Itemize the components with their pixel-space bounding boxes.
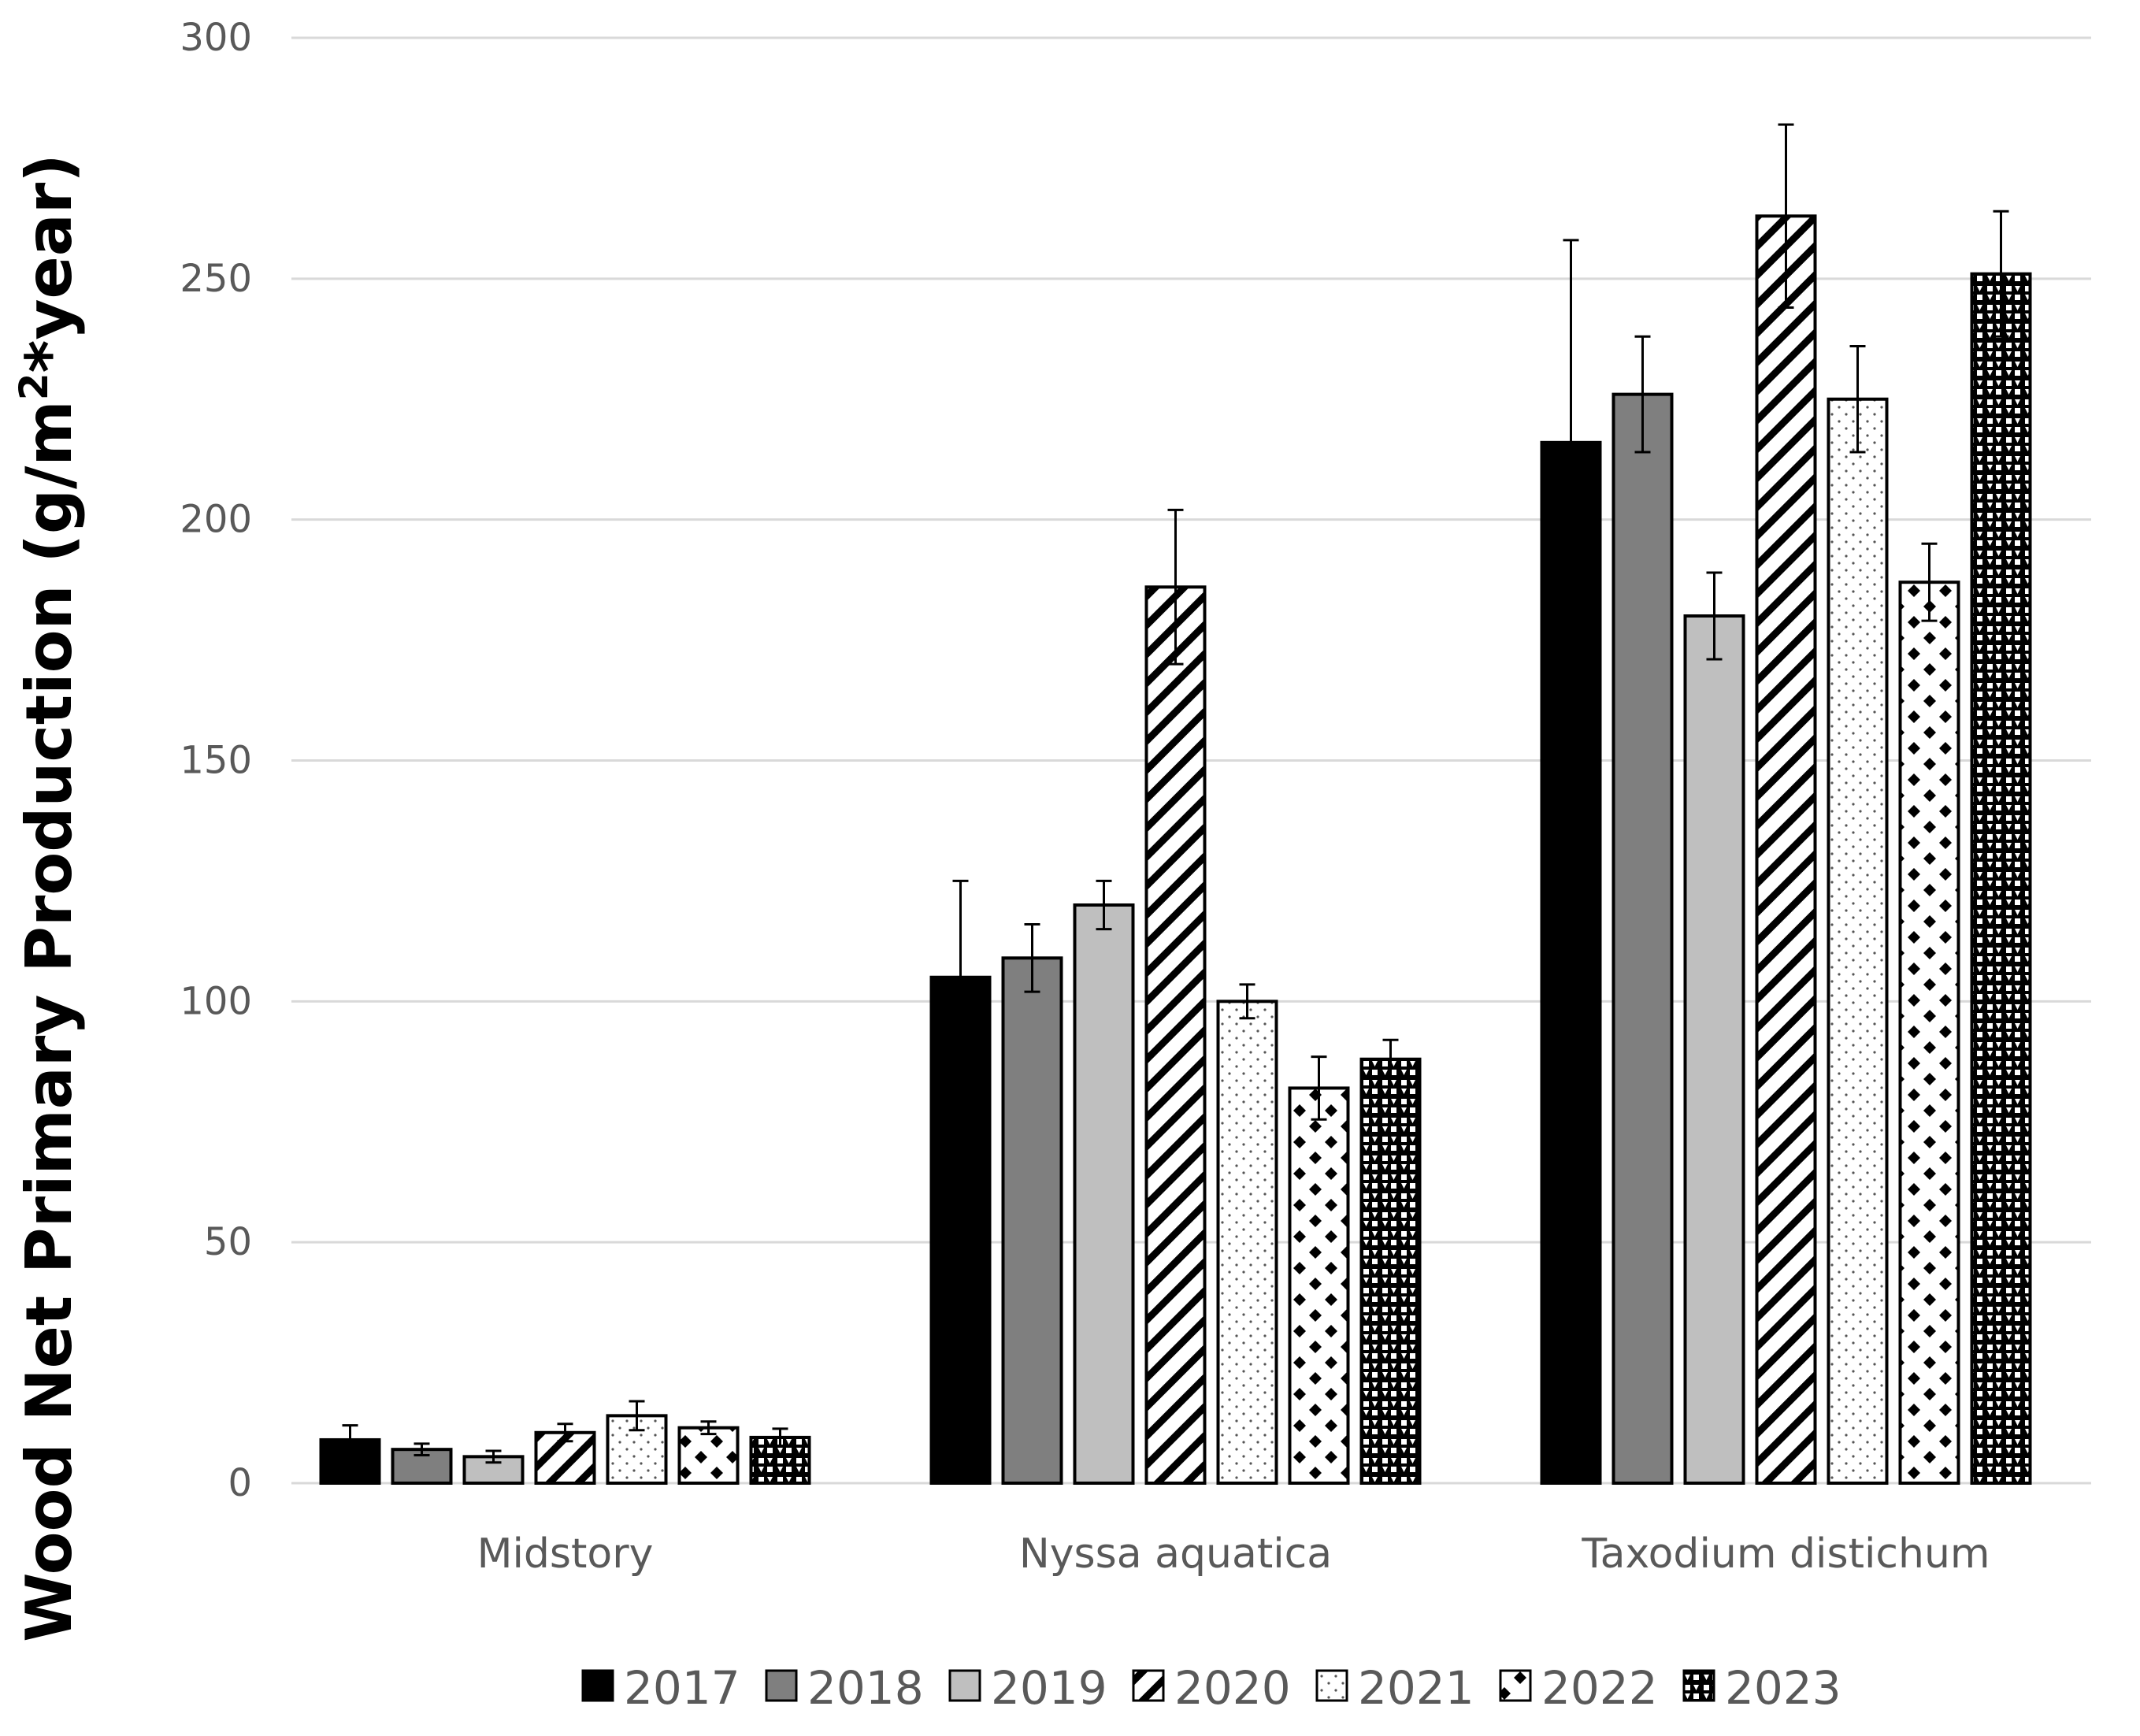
error-bar-midstory-2020: [557, 1423, 573, 1443]
error-bar-nyssa-aquatica-2020: [1167, 508, 1184, 666]
bar-taxodium-distichum-2019: [1683, 614, 1745, 1485]
bar-taxodium-distichum-2020: [1755, 214, 1817, 1486]
legend-label-2022: 2022: [1541, 1661, 1658, 1715]
legend-item-2020: 2020: [1132, 1661, 1291, 1715]
error-bar-taxodium-distichum-2023: [1993, 210, 2009, 338]
bar-taxodium-distichum-2021: [1827, 397, 1889, 1485]
legend-label-2023: 2023: [1725, 1661, 1841, 1715]
error-bar-nyssa-aquatica-2021: [1239, 983, 1255, 1020]
error-bar-nyssa-aquatica-2022: [1311, 1055, 1327, 1121]
bar-nyssa-aquatica-2019: [1073, 903, 1135, 1485]
error-bar-taxodium-distichum-2022: [1921, 542, 1938, 622]
legend-label-2020: 2020: [1174, 1661, 1291, 1715]
error-bar-nyssa-aquatica-2017: [952, 879, 969, 1075]
legend-swatch-2022: [1499, 1669, 1532, 1702]
bar-nyssa-aquatica-2022: [1288, 1086, 1350, 1486]
error-bar-midstory-2019: [485, 1449, 502, 1464]
error-bar-taxodium-distichum-2018: [1634, 335, 1651, 454]
legend-swatch-2017: [581, 1669, 614, 1702]
error-bar-midstory-2017: [342, 1424, 358, 1456]
legend-swatch-2020: [1132, 1669, 1165, 1702]
bar-nyssa-aquatica-2020: [1144, 585, 1207, 1485]
error-bar-midstory-2018: [414, 1442, 430, 1457]
error-bar-nyssa-aquatica-2023: [1382, 1038, 1399, 1080]
legend-item-2023: 2023: [1682, 1661, 1841, 1715]
error-bar-taxodium-distichum-2021: [1849, 344, 1866, 454]
error-bar-taxodium-distichum-2017: [1563, 239, 1579, 647]
y-tick-label-100: 100: [180, 979, 252, 1023]
legend-label-2018: 2018: [807, 1661, 924, 1715]
legend-item-2017: 2017: [581, 1661, 740, 1715]
bar-taxodium-distichum-2017: [1540, 440, 1602, 1485]
error-bar-nyssa-aquatica-2019: [1096, 879, 1112, 931]
bar-nyssa-aquatica-2018: [1001, 956, 1063, 1485]
legend-item-2019: 2019: [948, 1661, 1107, 1715]
legend-swatch-2018: [765, 1669, 798, 1702]
bar-nyssa-aquatica-2023: [1359, 1057, 1422, 1485]
error-bar-nyssa-aquatica-2018: [1024, 922, 1040, 993]
bar-nyssa-aquatica-2021: [1216, 1000, 1278, 1486]
legend-item-2018: 2018: [765, 1661, 924, 1715]
category-labels: Midstory Nyssa aquatica Taxodium distichum: [477, 1530, 1990, 1578]
bar-taxodium-distichum-2023: [1970, 272, 2032, 1485]
legend-label-2019: 2019: [991, 1661, 1107, 1715]
error-bars: [342, 123, 2009, 1464]
y-axis-title: Wood Net Primary Production (g/m2*year): [11, 154, 86, 1642]
bar-taxodium-distichum-2018: [1611, 392, 1674, 1486]
y-axis-ticks: 0 50 100 150 200 250 300: [180, 16, 252, 1505]
bar-taxodium-distichum-2022: [1898, 581, 1960, 1485]
y-tick-label-200: 200: [180, 498, 252, 542]
error-bar-taxodium-distichum-2019: [1706, 571, 1723, 661]
y-tick-label-0: 0: [228, 1461, 252, 1505]
category-label-midstory: Midstory: [477, 1530, 654, 1578]
category-label-taxodium-distichum: Taxodium distichum: [1581, 1530, 1990, 1578]
category-label-nyssa-aquatica: Nyssa aquatica: [1019, 1530, 1332, 1578]
y-tick-label-50: 50: [204, 1220, 252, 1264]
y-tick-label-300: 300: [180, 16, 252, 60]
error-bar-midstory-2021: [629, 1400, 645, 1432]
bar-midstory-2022: [677, 1426, 740, 1485]
y-tick-label-150: 150: [180, 739, 252, 783]
error-bar-midstory-2023: [772, 1427, 788, 1448]
legend-swatch-2021: [1315, 1669, 1348, 1702]
legend-swatch-2019: [948, 1669, 981, 1702]
bars: [319, 214, 2032, 1486]
legend: 2017 2018 2019 2020 2021 2022 2023: [581, 1661, 1841, 1715]
error-bar-taxodium-distichum-2020: [1778, 123, 1794, 310]
legend-item-2022: 2022: [1499, 1661, 1658, 1715]
legend-label-2017: 2017: [624, 1661, 740, 1715]
error-bar-midstory-2022: [700, 1420, 717, 1436]
legend-swatch-2023: [1682, 1669, 1715, 1702]
bar-nyssa-aquatica-2017: [929, 975, 992, 1485]
y-tick-label-250: 250: [180, 257, 252, 301]
legend-label-2021: 2021: [1358, 1661, 1474, 1715]
legend-item-2021: 2021: [1315, 1661, 1474, 1715]
